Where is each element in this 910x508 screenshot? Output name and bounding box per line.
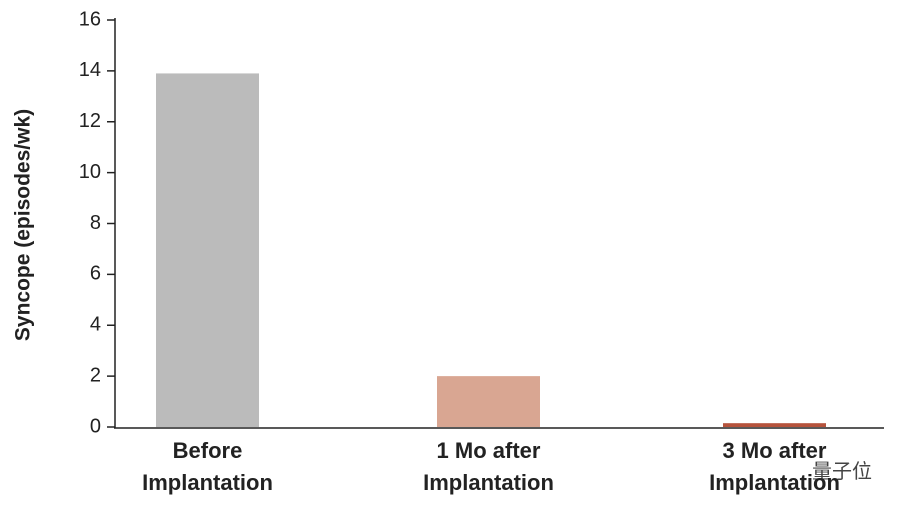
y-tick-label: 10 [79, 161, 101, 183]
x-tick-label: Before Implantation [142, 438, 273, 495]
bar [437, 376, 540, 427]
y-tick-label: 0 [90, 415, 101, 437]
y-tick-label: 8 [90, 212, 101, 234]
y-tick-label: 16 [79, 8, 101, 30]
bar [156, 73, 259, 427]
y-tick-label: 14 [79, 59, 101, 81]
watermark: 量子位 [812, 461, 872, 483]
x-tick-label: 3 Mo after Implantation [709, 438, 840, 495]
y-tick-label: 12 [79, 110, 101, 132]
x-tick-label: 1 Mo after Implantation [423, 438, 554, 495]
y-tick-label: 6 [90, 263, 101, 285]
y-tick-label: 4 [90, 314, 101, 336]
y-tick-label: 2 [90, 364, 101, 386]
bar [723, 423, 826, 427]
y-axis-label: Syncope (episodes/wk) [12, 109, 35, 341]
